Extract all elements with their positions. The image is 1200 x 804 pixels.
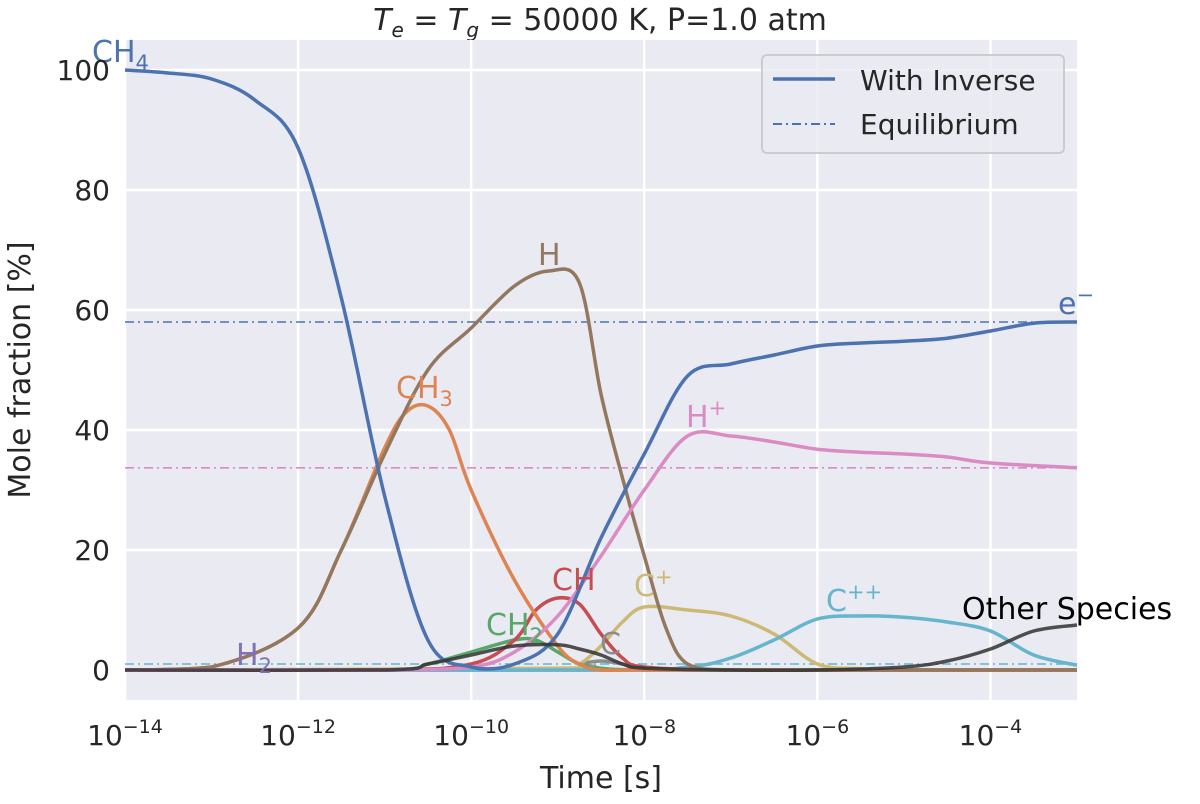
series-label-ch4: CH4 xyxy=(92,35,149,75)
series-label-ch2: CH2 xyxy=(486,608,543,648)
series-labels: CH4 H CH3 H+ CH CH2 H2 C C+ C++ Other Species e− xyxy=(92,35,1172,678)
x-tick-label: 10−12 xyxy=(260,716,336,752)
legend: With Inverse Equilibrium xyxy=(761,54,1065,154)
series-label-ch: CH xyxy=(552,563,596,598)
series-label-c-: C++ xyxy=(826,580,882,619)
x-tick-label: 10−10 xyxy=(433,716,509,752)
series-label-h-: H+ xyxy=(686,396,726,435)
y-axis-label: Mole fraction [%] xyxy=(3,241,38,498)
series-label-c-: C+ xyxy=(634,565,673,604)
series-label-h: H xyxy=(538,238,561,273)
legend-entry-equilibrium: Equilibrium xyxy=(860,108,1019,141)
tick-labels: 10−14 10−12 10−10 10−8 10−6 10−4 0 20 40 60 80 100 xyxy=(57,54,1023,752)
x-tick-label: 10−6 xyxy=(786,716,850,752)
series-line-c- xyxy=(124,614,1078,672)
grid xyxy=(123,40,1077,700)
series-label-ch3: CH3 xyxy=(396,371,453,411)
y-tick-label: 100 xyxy=(57,54,110,87)
legend-entry-with-inverse: With Inverse xyxy=(860,64,1036,97)
x-axis-label: Time [s] xyxy=(539,761,662,796)
series-label-h2: H2 xyxy=(236,638,272,678)
series-lines xyxy=(124,68,1078,673)
x-tick-label: 10−14 xyxy=(87,716,163,752)
y-tick-label: 20 xyxy=(74,534,110,567)
chart-title: Te = Tg = 50000 K, P=1.0 atm xyxy=(373,3,827,42)
series-line-ch4 xyxy=(124,68,1078,671)
series-label-electron: e− xyxy=(1058,283,1094,322)
series-label-c: C xyxy=(600,627,621,662)
series-line-other-species xyxy=(124,623,1078,673)
x-tick-label: 10−8 xyxy=(612,716,676,752)
y-tick-label: 0 xyxy=(92,654,110,687)
y-tick-label: 40 xyxy=(74,414,110,447)
y-tick-label: 60 xyxy=(74,294,110,327)
y-tick-label: 80 xyxy=(74,174,110,207)
series-label-other-species: Other Species xyxy=(962,592,1172,627)
x-tick-label: 10−4 xyxy=(959,716,1023,752)
